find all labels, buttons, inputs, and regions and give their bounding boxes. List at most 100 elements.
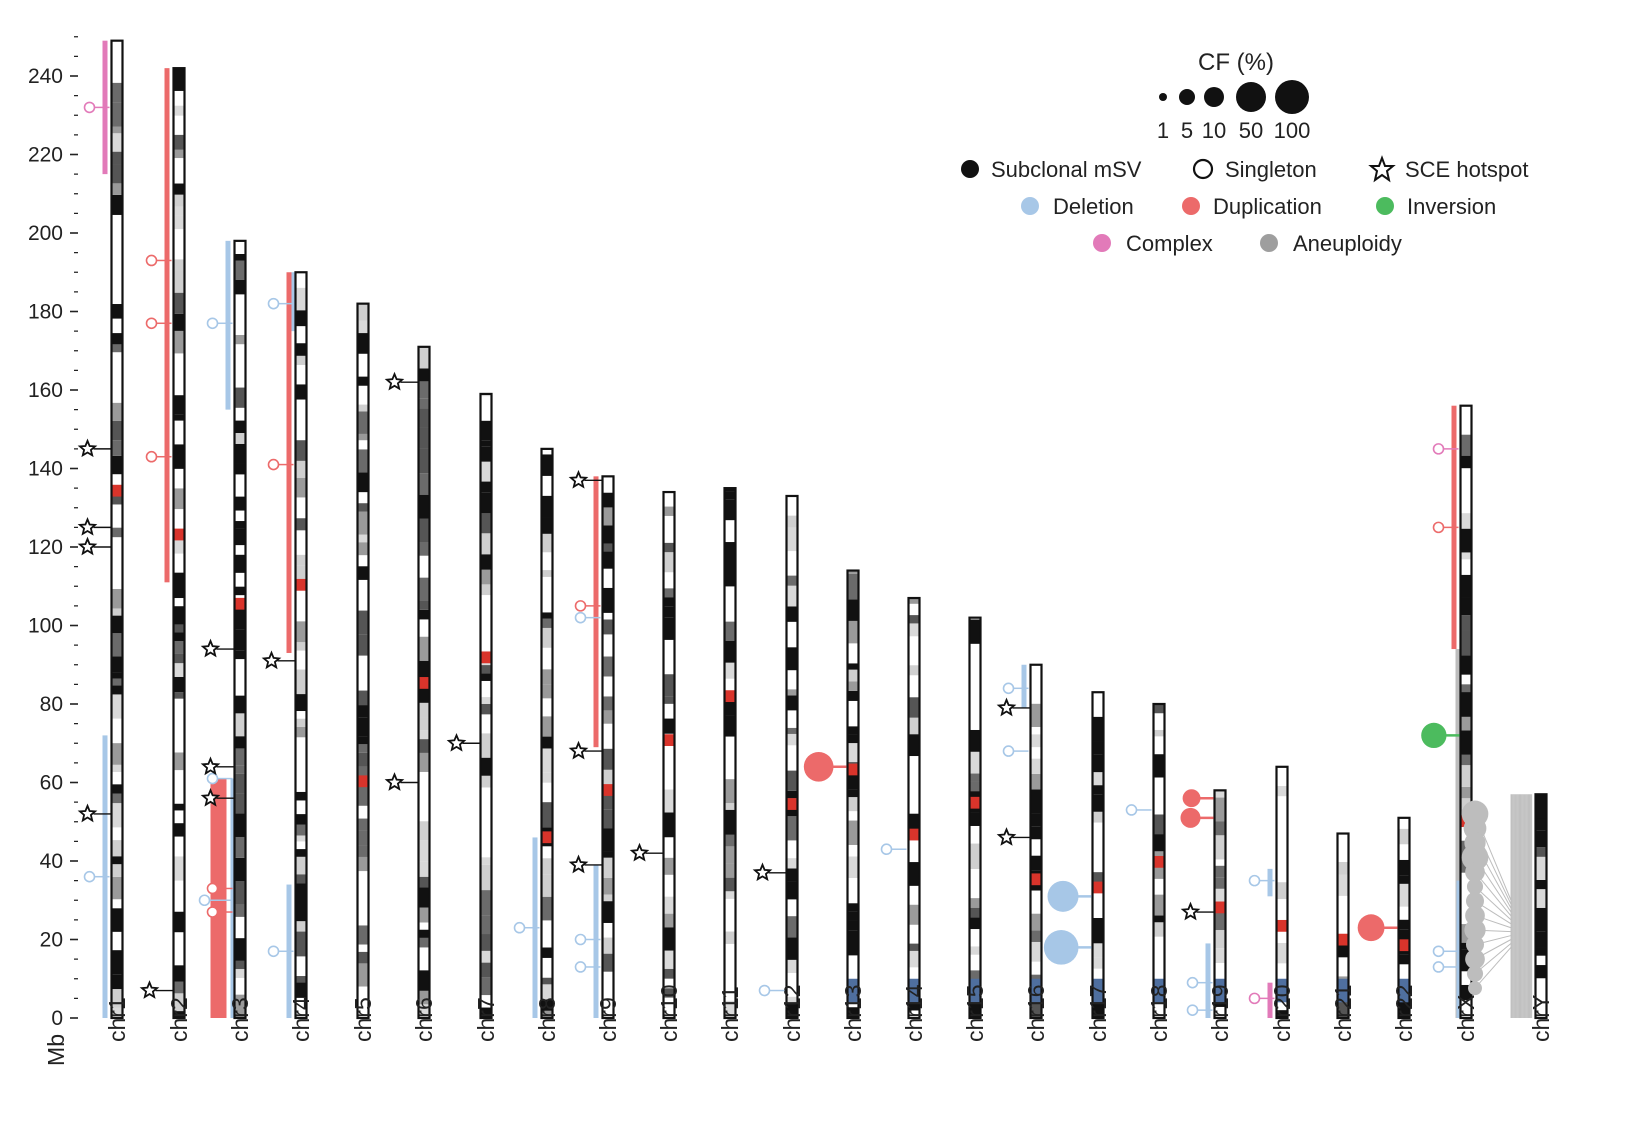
chromosome-band xyxy=(541,736,553,749)
subclonal-marker-icon xyxy=(961,160,979,178)
chromosome-band xyxy=(111,455,123,475)
chromosome-band xyxy=(1398,996,1410,1018)
highlight-band xyxy=(1276,919,1288,932)
chromosome-band xyxy=(111,678,123,686)
chromosome-band xyxy=(480,962,492,978)
chromosome-band xyxy=(418,717,430,731)
chromosome-band xyxy=(663,506,675,516)
acrocentric-band xyxy=(847,978,859,1003)
chromosome-band xyxy=(602,619,614,635)
aneuploidy-dot xyxy=(1465,949,1485,969)
chromosome-band xyxy=(295,460,307,478)
aneuploidy-dot xyxy=(1466,935,1484,954)
chromosome-band xyxy=(602,828,614,852)
chromosome-band xyxy=(1092,957,1104,969)
sce-hotspot-star xyxy=(996,697,1017,717)
cf-size-dot xyxy=(1204,87,1224,107)
subclonal-deletion xyxy=(1043,930,1079,965)
chromosome-band xyxy=(1214,835,1226,860)
chromosome-band xyxy=(357,566,369,580)
chromosome-band xyxy=(541,570,553,577)
chromosome-band xyxy=(908,665,920,676)
chromosome-band xyxy=(786,881,798,900)
chromosome-band xyxy=(1535,879,1547,890)
chromosome-band xyxy=(111,333,123,345)
singleton-deletion xyxy=(574,611,587,624)
chromosome-band xyxy=(1535,830,1547,848)
legend-deletion-label: Deletion xyxy=(1053,194,1134,219)
acrocentric-band xyxy=(1153,978,1165,1003)
chromosome-label: chr18 xyxy=(1146,984,1172,1042)
chromosome-band xyxy=(111,974,123,990)
singleton-deletion xyxy=(1002,745,1015,757)
y-tick-label: 240 xyxy=(28,65,63,88)
chromosome-band xyxy=(480,446,492,462)
chromosome-chr7: chr7 xyxy=(446,392,499,1042)
chromosome-band xyxy=(1460,765,1472,787)
chromosome-band xyxy=(418,752,430,772)
y-tick-label: 80 xyxy=(40,693,63,716)
chromosome-band xyxy=(295,384,307,400)
chromosome-band xyxy=(173,856,185,881)
sce-hotspot-star xyxy=(1180,901,1201,921)
chromosome-band xyxy=(295,883,307,898)
chromosome-outline xyxy=(723,487,737,1020)
chromosome-band xyxy=(1092,943,1104,958)
chromosome-band xyxy=(234,608,246,630)
chromosome-chr3: chr3 xyxy=(198,239,253,1042)
highlight-band xyxy=(602,784,614,796)
chromosome-band xyxy=(602,710,614,724)
chromosome-band xyxy=(111,151,123,165)
cf-size-label: 1 xyxy=(1157,118,1169,143)
chromosome-band xyxy=(1276,1010,1288,1018)
chromosome-label: chr8 xyxy=(534,997,560,1042)
chromosome-band xyxy=(295,982,307,998)
chromosome-band xyxy=(541,858,553,875)
sce-hotspot-star xyxy=(200,787,221,807)
chromosome-label: chr3 xyxy=(227,997,253,1042)
chromosome-band xyxy=(1153,814,1165,835)
chromosome-band xyxy=(1460,716,1472,731)
singleton-deletion xyxy=(880,843,893,856)
chromosome-chr4: chr4 xyxy=(261,271,314,1042)
chromosome-band xyxy=(418,929,430,938)
chromosome-band xyxy=(111,989,123,1008)
chromosome-band xyxy=(1535,847,1547,857)
chromosome-chr11: chr11 xyxy=(717,487,743,1042)
chromosome-label: chr6 xyxy=(411,997,437,1042)
chromosome-band xyxy=(480,584,492,596)
chromosome-label: chr1 xyxy=(104,997,130,1042)
chromosome-band xyxy=(357,503,369,512)
chromosome-label: chr5 xyxy=(350,997,376,1042)
chromosome-band xyxy=(234,586,246,596)
chromosome-band xyxy=(1214,797,1226,822)
chromosome-band xyxy=(663,950,675,969)
chromosome-band xyxy=(418,518,430,543)
chromosome-band xyxy=(1092,1000,1104,1018)
chromosome-band xyxy=(724,834,736,847)
chromosome-band xyxy=(602,894,614,902)
chromosome-band xyxy=(111,402,123,421)
chromosome-band xyxy=(541,947,553,958)
chromosome-band xyxy=(908,717,920,735)
chromosome-band xyxy=(111,864,123,877)
chromosome-band xyxy=(418,840,430,862)
chromosome-band xyxy=(111,764,123,772)
chromosome-band xyxy=(847,599,859,621)
chromosome-band xyxy=(173,752,185,771)
y-tick-label: 140 xyxy=(28,458,63,481)
chromosome-band xyxy=(357,634,369,656)
chromosome-outline xyxy=(1029,663,1043,1020)
chromosome-label: chr19 xyxy=(1207,984,1233,1042)
chromosome-band xyxy=(1092,794,1104,812)
chromosome-band xyxy=(724,809,736,835)
chromosome-band xyxy=(786,727,798,734)
sce-hotspot-star xyxy=(568,469,589,489)
chromosome-band xyxy=(480,440,492,447)
highlight-band xyxy=(1214,901,1226,914)
chromosome-band xyxy=(541,684,553,699)
chromosome-band xyxy=(173,444,185,469)
chromosome-band xyxy=(1030,758,1042,774)
chromosome-band xyxy=(295,931,307,957)
chromosome-band xyxy=(1460,574,1472,598)
